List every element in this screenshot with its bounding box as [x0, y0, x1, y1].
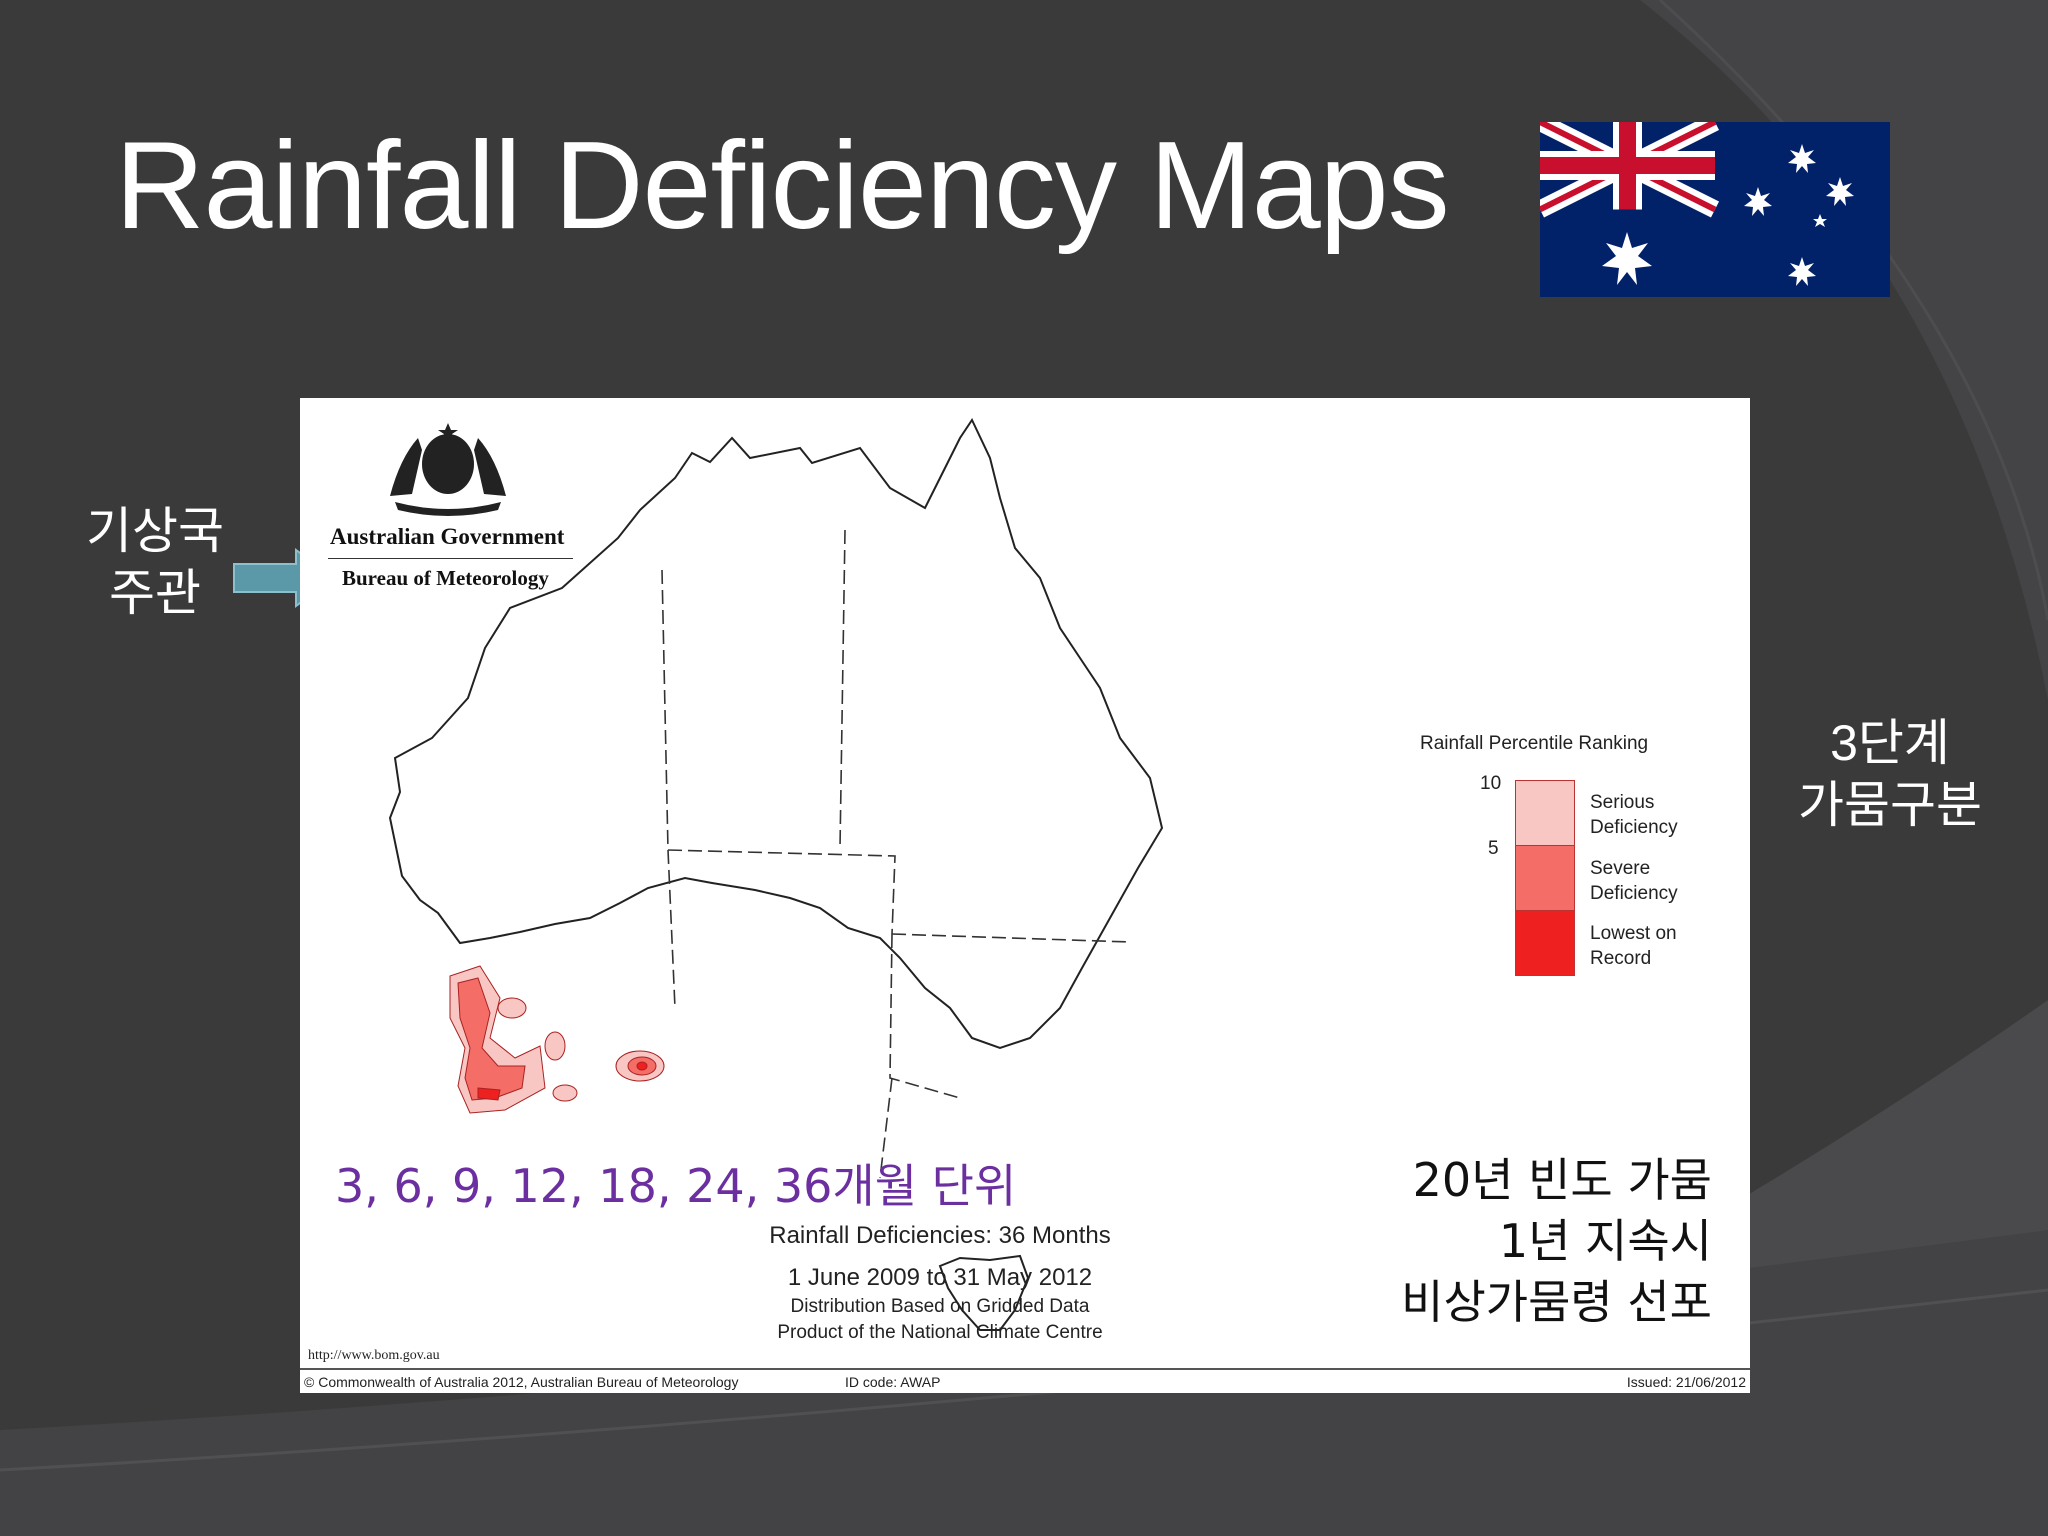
- legend-label-severe-line2: Deficiency: [1590, 883, 1678, 904]
- note-left: 기상국 주관: [60, 500, 250, 624]
- slide-title: Rainfall Deficiency Maps: [115, 117, 1450, 255]
- tasmania-outline: [938, 1254, 1030, 1331]
- emergency-note: 20년 빈도 가뭄 1년 지속시 비상가뭄령 선포: [1401, 1150, 1712, 1333]
- bom-url: http://www.bom.gov.au: [308, 1348, 440, 1363]
- emergency-note-line2: 1년 지속시: [1498, 1214, 1712, 1268]
- map-caption-distribution: Distribution Based on Gridded Data: [790, 1296, 1090, 1317]
- legend-swatch-severe: [1515, 845, 1575, 911]
- footer-issued: Issued: 21/06/2012: [1626, 1374, 1746, 1390]
- australia-coastline: [388, 417, 1164, 1050]
- legend-label-serious: Serious Deficiency: [1590, 790, 1678, 840]
- legend-swatch-serious: [1515, 780, 1575, 846]
- legend-label-severe: Severe Deficiency: [1590, 856, 1678, 906]
- bureau-name: Bureau of Meteorology: [342, 566, 549, 590]
- footer-id-code: ID code: AWAP: [845, 1374, 941, 1390]
- note-left-line1: 기상국: [86, 503, 224, 559]
- legend-tick-5: 5: [1488, 838, 1499, 859]
- legend-label-lowest-line2: Record: [1590, 948, 1652, 969]
- map-caption-period: 1 June 2009 to 31 May 2012: [787, 1264, 1093, 1291]
- legend-label-lowest-line1: Lowest on: [1590, 923, 1677, 944]
- gov-divider: [328, 558, 573, 559]
- legend-label-lowest: Lowest on Record: [1590, 921, 1677, 971]
- legend-tick-10: 10: [1480, 773, 1502, 794]
- legend-label-serious-line1: Serious: [1590, 792, 1655, 813]
- legend-swatch-lowest: [1515, 910, 1575, 976]
- gov-name: Australian Government: [330, 524, 565, 549]
- note-right-line1: 3단계: [1830, 715, 1950, 771]
- note-left-line2: 주관: [109, 565, 201, 621]
- australian-flag-icon: [1540, 122, 1890, 297]
- footer-copyright: © Commonwealth of Australia 2012, Austra…: [304, 1374, 739, 1390]
- note-right-line2: 가뭄구분: [1798, 777, 1982, 833]
- map-caption-title: Rainfall Deficiencies: 36 Months: [769, 1222, 1111, 1249]
- note-right: 3단계 가뭄구분: [1770, 712, 2010, 836]
- footer-divider: [300, 1368, 1750, 1370]
- legend-title: Rainfall Percentile Ranking: [1420, 733, 1649, 754]
- coat-of-arms-icon: [390, 423, 506, 516]
- rainfall-map-image: Australian Government Bureau of Meteorol…: [300, 398, 1750, 1393]
- emergency-note-line1: 20년 빈도 가뭄: [1412, 1153, 1712, 1207]
- period-note: 3, 6, 9, 12, 18, 24, 36개월 단위: [335, 1159, 1017, 1213]
- australia-map: [388, 417, 1164, 1331]
- legend-label-serious-line2: Deficiency: [1590, 817, 1678, 838]
- deficiency-patches: [449, 965, 665, 1114]
- map-caption-product: Product of the National Climate Centre: [777, 1322, 1103, 1343]
- legend-label-severe-line1: Severe: [1590, 858, 1651, 879]
- emergency-note-line3: 비상가뭄령 선포: [1401, 1275, 1712, 1329]
